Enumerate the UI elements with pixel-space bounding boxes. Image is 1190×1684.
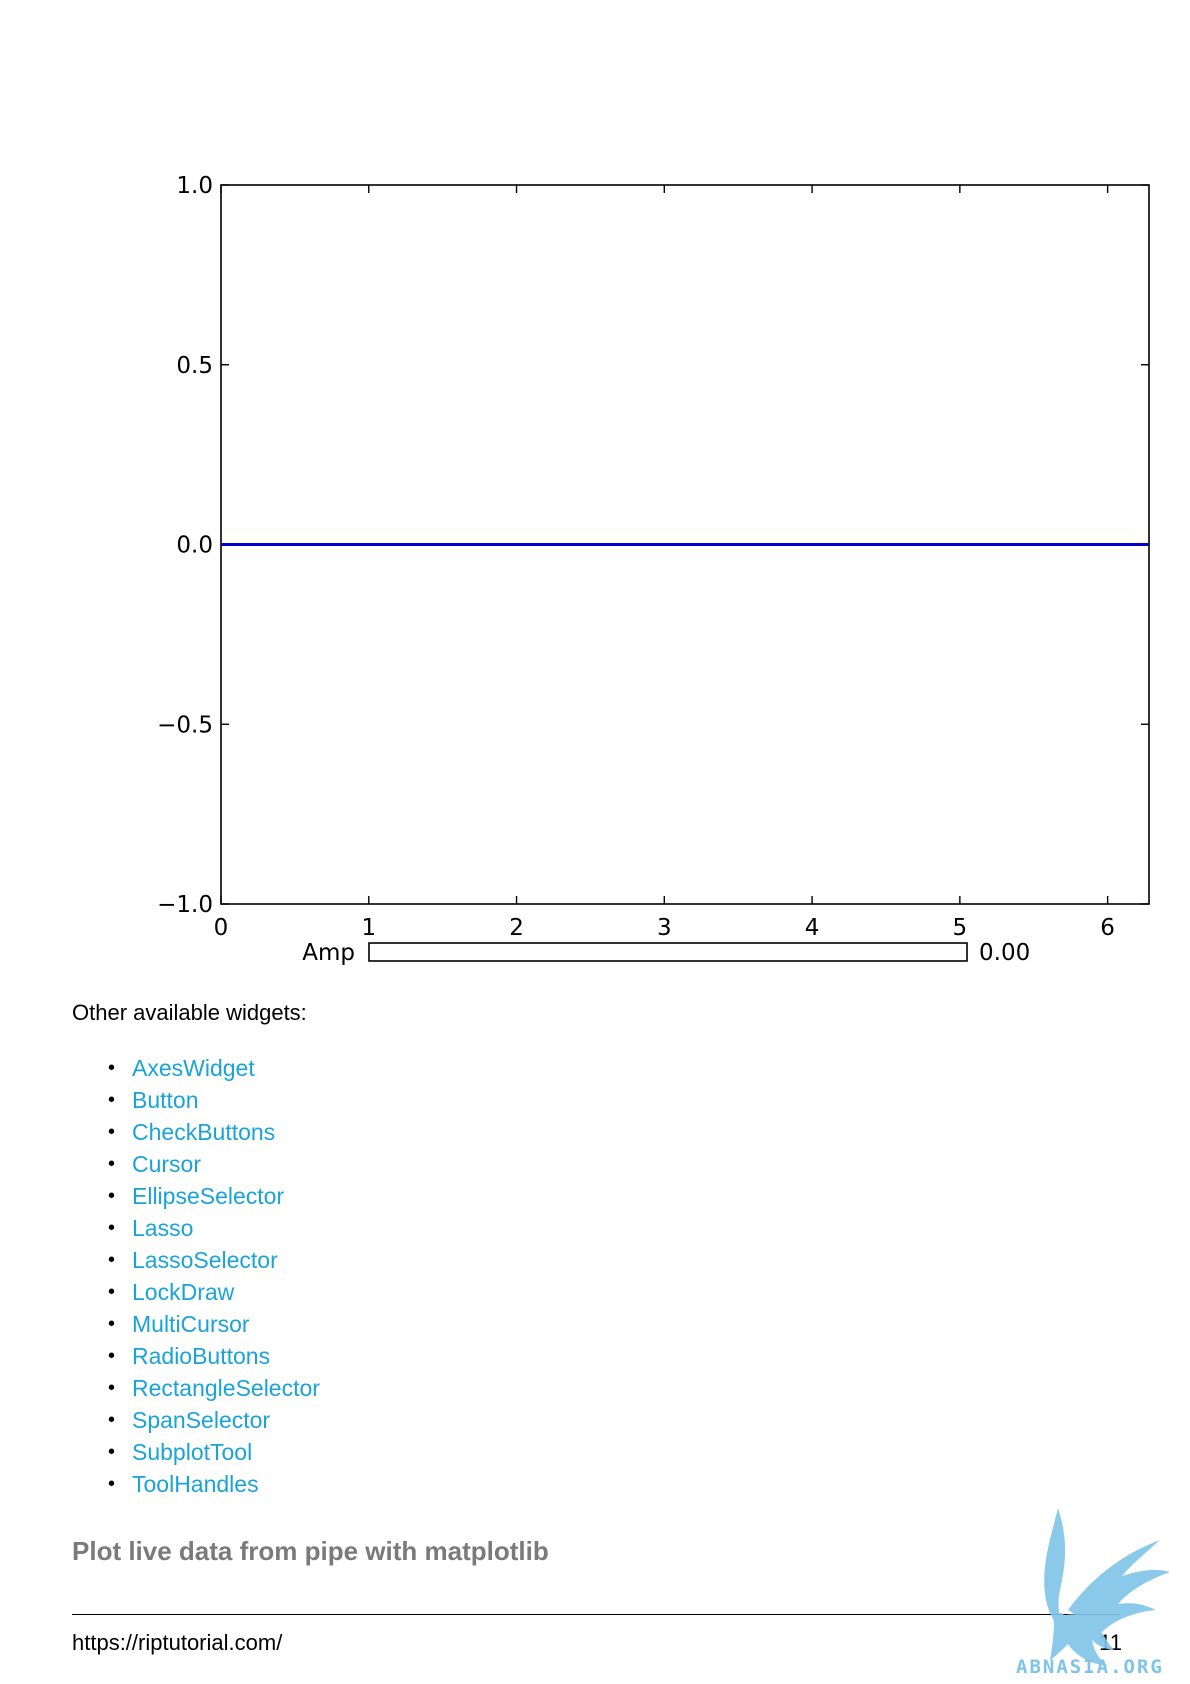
widget-list-item: RectangleSelector (108, 1372, 320, 1404)
widget-link-multicursor[interactable]: MultiCursor (132, 1311, 250, 1337)
widget-list-item: Lasso (108, 1212, 320, 1244)
amplitude-chart: 1.0 0.5 0.0 −0.5 −1.0 0 1 2 3 4 5 6 Amp 0.00 (157, 173, 1150, 966)
widget-list-item: Button (108, 1084, 320, 1116)
widget-link-lassoselector[interactable]: LassoSelector (132, 1247, 278, 1273)
widget-list-item: AxesWidget (108, 1052, 320, 1084)
slider-label: Amp (302, 940, 355, 966)
x-axis-ticks: 0 1 2 3 4 5 6 (214, 185, 1115, 941)
y-tick-label: 0.0 (176, 533, 213, 559)
widget-list-item: LassoSelector (108, 1244, 320, 1276)
x-tick-label: 5 (953, 915, 968, 941)
amp-slider[interactable] (368, 942, 968, 962)
footer-divider (72, 1614, 1120, 1615)
page-number: 11 (1099, 1630, 1122, 1655)
widget-link-spanselector[interactable]: SpanSelector (132, 1407, 271, 1433)
widget-list-item: RadioButtons (108, 1340, 320, 1372)
widget-link-button[interactable]: Button (132, 1087, 199, 1113)
widget-list-item: SpanSelector (108, 1404, 320, 1436)
widget-list-item: MultiCursor (108, 1308, 320, 1340)
y-tick-label: −0.5 (157, 712, 213, 738)
intro-text: Other available widgets: (72, 1000, 307, 1025)
widget-link-lasso[interactable]: Lasso (132, 1215, 194, 1241)
x-tick-label: 1 (361, 915, 376, 941)
widget-link-radiobuttons[interactable]: RadioButtons (132, 1343, 271, 1369)
widget-link-checkbuttons[interactable]: CheckButtons (132, 1119, 276, 1145)
slider-value: 0.00 (979, 940, 1030, 966)
widget-list-item: EllipseSelector (108, 1180, 320, 1212)
y-tick-label: −1.0 (157, 892, 213, 918)
y-tick-label: 0.5 (176, 353, 213, 379)
widget-link-cursor[interactable]: Cursor (132, 1151, 202, 1177)
section-heading: Plot live data from pipe with matplotlib (72, 1536, 549, 1566)
x-tick-label: 6 (1100, 915, 1115, 941)
footer-link[interactable]: https://riptutorial.com/ (72, 1630, 283, 1655)
widget-link-subplottool[interactable]: SubplotTool (132, 1439, 253, 1465)
y-tick-label: 1.0 (176, 173, 213, 199)
widget-list: AxesWidget Button CheckButtons Cursor Ellips… (108, 1052, 320, 1500)
x-tick-label: 0 (214, 915, 229, 941)
widget-list-item: Cursor (108, 1148, 320, 1180)
widget-link-axeswidget[interactable]: AxesWidget (132, 1055, 255, 1081)
griffin-logo-icon (1044, 1508, 1170, 1666)
widget-link-ellipseselector[interactable]: EllipseSelector (132, 1183, 285, 1209)
widget-link-rectangleselector[interactable]: RectangleSelector (132, 1375, 320, 1401)
widget-list-item: SubplotTool (108, 1436, 320, 1468)
widget-link-lockdraw[interactable]: LockDraw (132, 1279, 235, 1305)
widget-list-item: LockDraw (108, 1276, 320, 1308)
x-tick-label: 2 (509, 915, 524, 941)
x-tick-label: 3 (657, 915, 672, 941)
widget-list-item: ToolHandles (108, 1468, 320, 1500)
widget-link-toolhandles[interactable]: ToolHandles (132, 1471, 259, 1497)
x-tick-label: 4 (805, 915, 820, 941)
widget-list-item: CheckButtons (108, 1116, 320, 1148)
y-axis-ticks: 1.0 0.5 0.0 −0.5 −1.0 (157, 173, 1149, 918)
watermark-text: ABNASIA.ORG (1016, 1656, 1164, 1678)
